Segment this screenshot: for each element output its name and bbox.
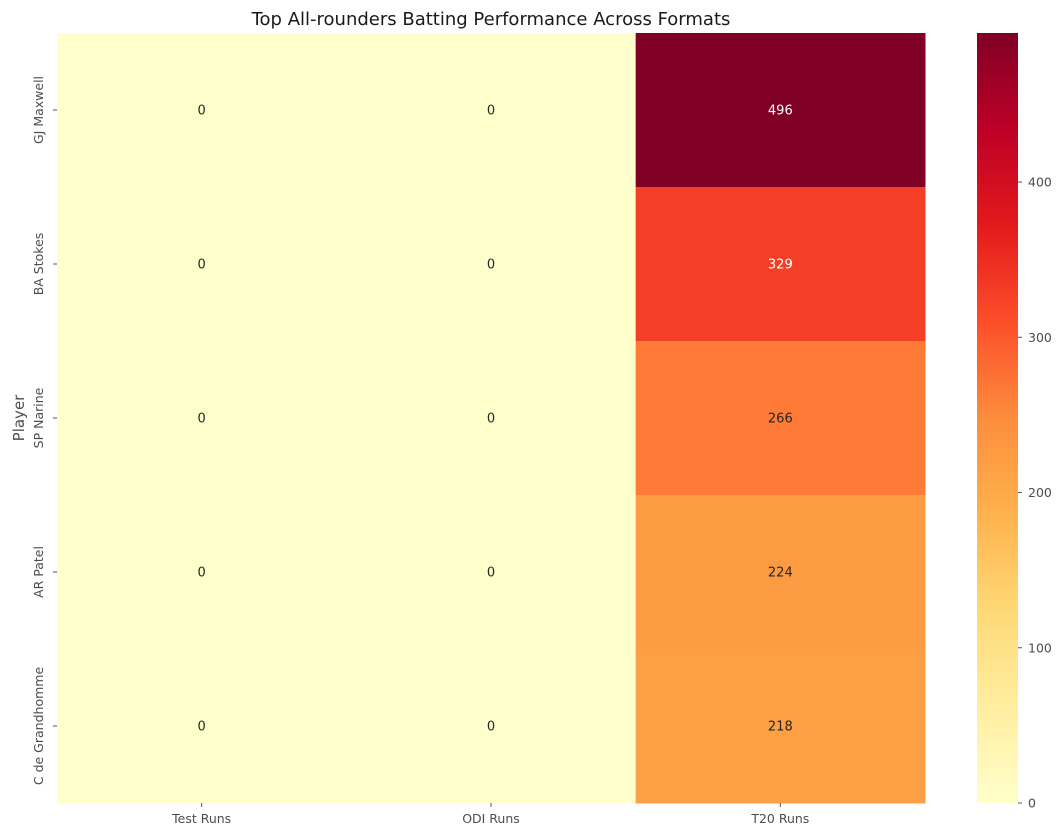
heatmap-cell (635, 33, 926, 188)
heatmap-cell (635, 495, 926, 650)
colorbar-tick-label: 200 (1028, 485, 1052, 500)
heatmap-cell (635, 187, 926, 342)
y-tick-label: GJ Maxwell (31, 76, 46, 144)
heatmap-cell (57, 187, 347, 342)
chart-title: Top All-rounders Batting Performance Acr… (251, 9, 731, 30)
heatmap-cell (57, 33, 347, 188)
heatmap-cell (57, 341, 347, 496)
cell-value-label: 0 (198, 566, 206, 581)
heatmap-cell (346, 495, 637, 650)
heatmap-cell (346, 187, 637, 342)
y-tick-label: AR Patel (31, 546, 46, 598)
heatmap-cell (57, 649, 347, 804)
cell-value-label: 266 (768, 412, 793, 427)
x-axis: Test Runs ODI Runs T20 Runs (171, 803, 809, 826)
heatmap-cell (57, 495, 347, 650)
colorbar-tick-label: 400 (1028, 175, 1052, 190)
cell-value-label: 496 (768, 104, 793, 119)
cell-value-label: 0 (198, 412, 206, 427)
cell-value-label: 0 (487, 258, 495, 273)
cell-value-label: 0 (487, 720, 495, 735)
cell-value-label: 218 (768, 720, 793, 735)
cell-value-label: 224 (768, 566, 793, 581)
y-axis-label: Player (10, 394, 28, 442)
y-axis: GJ Maxwell BA Stokes SP Narine AR Patel C de… (31, 76, 57, 785)
colorbar-ticks: 0 100 200 300 400 (1018, 175, 1052, 811)
y-tick-label: SP Narine (31, 387, 46, 448)
heatmap-cell (635, 649, 926, 804)
y-tick-label: BA Stokes (31, 233, 46, 296)
heatmap-cells (57, 33, 926, 804)
cell-value-label: 0 (198, 104, 206, 119)
heatmap-cell (346, 33, 637, 188)
colorbar-tick-label: 0 (1028, 796, 1036, 811)
heatmap-cell (635, 341, 926, 496)
x-tick-label: Test Runs (171, 811, 231, 826)
cell-labels: 0 0 496 0 0 329 0 0 266 0 0 224 0 0 218 (198, 104, 793, 735)
colorbar-tick-label: 100 (1028, 640, 1052, 655)
heatmap-cell (346, 341, 637, 496)
x-tick-label: ODI Runs (462, 811, 520, 826)
cell-value-label: 0 (487, 104, 495, 119)
colorbar-tick-label: 300 (1028, 330, 1052, 345)
cell-value-label: 329 (768, 258, 793, 273)
colorbar (977, 33, 1018, 803)
cell-value-label: 0 (198, 258, 206, 273)
cell-value-label: 0 (487, 412, 495, 427)
x-tick-label: T20 Runs (750, 811, 809, 826)
heatmap-cell (346, 649, 637, 804)
y-tick-label: C de Grandhomme (31, 667, 46, 786)
cell-value-label: 0 (487, 566, 495, 581)
cell-value-label: 0 (198, 720, 206, 735)
